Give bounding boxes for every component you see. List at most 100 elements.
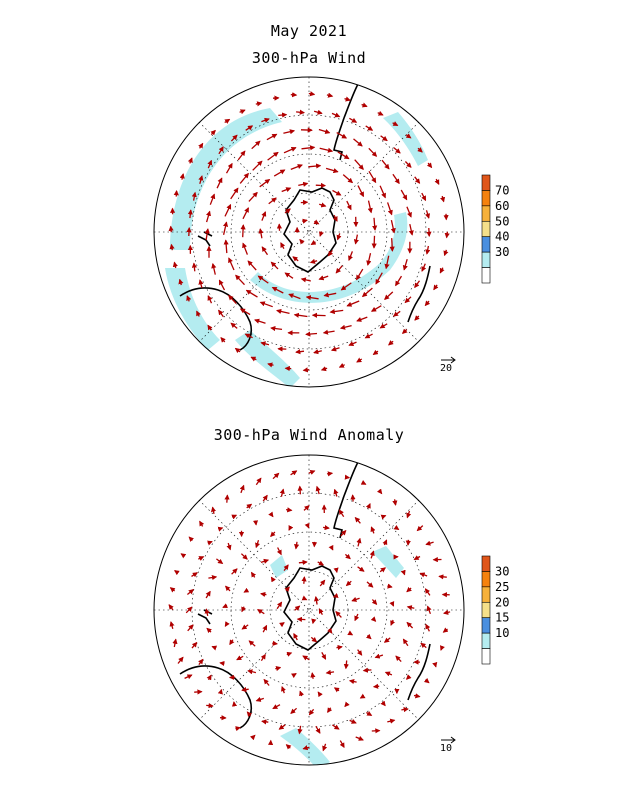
wind-arrow xyxy=(268,197,277,205)
wind-arrow xyxy=(337,151,350,160)
wind-arrow xyxy=(169,587,176,593)
wind-arrow xyxy=(379,567,386,573)
wind-arrow xyxy=(240,224,246,238)
wind-arrow xyxy=(242,242,249,255)
wind-arrow xyxy=(400,189,408,201)
wind-arrow xyxy=(185,606,193,614)
wind-arrow xyxy=(290,164,303,171)
wind-arrow xyxy=(288,293,301,300)
wind-arrow xyxy=(348,251,354,262)
wind-arrow xyxy=(443,609,451,615)
wind-arrow xyxy=(218,146,224,155)
wind-arrow xyxy=(172,261,178,269)
wind-arrow xyxy=(211,645,218,651)
wind-arrow xyxy=(353,234,359,245)
wind-arrow xyxy=(335,265,343,274)
wind-arrow xyxy=(268,511,274,518)
wind-arrow xyxy=(228,257,235,271)
wind-arrow xyxy=(237,150,246,161)
wind-arrow xyxy=(223,239,229,254)
wind-arrow xyxy=(318,275,329,281)
wind-arrow xyxy=(393,147,401,154)
wind-arrow xyxy=(217,688,223,695)
panel-title-wind: 300-hPa Wind xyxy=(251,49,367,67)
wind-arrow xyxy=(207,295,213,304)
wind-arrow xyxy=(361,287,373,298)
wind-arrow xyxy=(319,147,334,153)
wind-arrow xyxy=(229,639,235,646)
wind-arrow xyxy=(368,170,377,184)
wind-arrow xyxy=(256,609,265,615)
wind-arrow xyxy=(308,470,316,475)
wind-arrow xyxy=(384,291,394,300)
wind-arrow xyxy=(222,221,229,235)
wind-arrow xyxy=(368,147,378,157)
wind-arrow xyxy=(276,601,283,610)
wind-arrow xyxy=(340,282,352,291)
wind-arrow xyxy=(325,167,339,174)
wind-arrow xyxy=(405,133,412,139)
wind-arrow xyxy=(402,638,409,647)
colorbar-tick-label: 20 xyxy=(495,595,509,609)
wind-arrow xyxy=(179,173,185,180)
wind-arrow xyxy=(235,274,245,286)
wind-arrow xyxy=(177,656,184,664)
wind-arrow xyxy=(332,214,338,222)
wind-arrow xyxy=(224,621,230,627)
wind-arrow xyxy=(440,645,445,651)
colorbar-tick-label: 25 xyxy=(495,580,509,594)
wind-arrow xyxy=(292,256,299,262)
wind-arrow xyxy=(270,261,279,270)
antarctica-coast xyxy=(283,187,337,273)
wind-arrow xyxy=(217,526,224,532)
wind-arrow xyxy=(338,362,345,368)
wind-arrow xyxy=(401,328,408,334)
wind-arrow xyxy=(308,163,322,169)
wind-arrow xyxy=(284,586,290,593)
wind-arrow xyxy=(225,162,233,174)
wind-arrow xyxy=(362,667,372,673)
wind-arrow xyxy=(302,218,308,224)
wind-arrow xyxy=(349,117,358,123)
wind-arrow xyxy=(386,202,393,216)
wind-arrow xyxy=(406,605,415,611)
wind-arrow xyxy=(308,708,315,716)
wind-arrow xyxy=(241,624,249,630)
wind-arrow xyxy=(387,718,396,724)
wind-arrow xyxy=(420,642,427,649)
wind-arrow xyxy=(295,349,305,355)
wind-arrow xyxy=(230,134,238,142)
wind-arrow xyxy=(327,707,333,714)
wind-arrow xyxy=(248,640,256,647)
wind-arrow xyxy=(339,740,345,749)
wind-arrow xyxy=(270,576,276,583)
colorbar-tick-label: 40 xyxy=(495,230,509,244)
wind-arrow xyxy=(208,574,218,581)
wind-arrow xyxy=(207,324,213,331)
wind-arrow xyxy=(207,159,213,169)
wind-arrow xyxy=(280,242,286,250)
wind-arrow xyxy=(371,599,378,605)
wind-arrow xyxy=(336,644,343,651)
wind-arrow xyxy=(392,121,399,127)
wind-arrow xyxy=(294,605,301,611)
wind-arrow xyxy=(199,520,205,527)
wind-arrow xyxy=(260,341,270,347)
wind-arrow xyxy=(297,725,303,735)
wind-arrow xyxy=(313,109,323,115)
wind-arrow xyxy=(423,677,430,684)
wind-arrow xyxy=(273,169,286,177)
south-america-coast xyxy=(333,83,359,161)
wind-arrow xyxy=(344,701,350,708)
wind-arrow xyxy=(332,592,339,598)
wind-arrow xyxy=(288,525,294,531)
wind-arrow xyxy=(250,571,257,578)
wind-arrow xyxy=(442,627,449,633)
wind-arrow xyxy=(272,640,278,646)
wind-arrow xyxy=(379,185,386,199)
wind-arrow xyxy=(285,744,292,750)
wind-arrow xyxy=(357,185,365,198)
wind-arrow xyxy=(353,138,363,147)
wind-arrow xyxy=(305,295,319,301)
wind-arrow xyxy=(318,231,324,237)
